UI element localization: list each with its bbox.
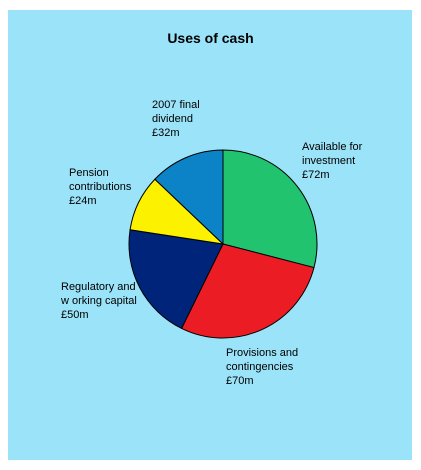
- label-line: dividend: [152, 113, 193, 125]
- label-line: £50m: [61, 309, 89, 321]
- label-line: Regulatory and: [61, 281, 136, 293]
- slice-label-pension-contributions: Pension contributions £24m: [69, 166, 131, 208]
- label-line: Available for: [302, 141, 363, 153]
- label-line: £70m: [226, 375, 254, 387]
- label-line: w orking capital: [61, 295, 137, 307]
- pie-slice-1: [180, 243, 315, 339]
- slice-label-regulatory-and-working-capital: Regulatory and w orking capital £50m: [61, 280, 137, 322]
- label-line: contributions: [69, 181, 132, 193]
- pie-slice-2: [128, 229, 224, 330]
- label-line: Provisions and: [226, 347, 299, 359]
- label-line: 2007 final: [152, 99, 200, 111]
- slice-label-available-for-investment: Available for investment £72m: [302, 140, 362, 182]
- slice-label-provisions-and-contingencies: Provisions and contingencies £70m: [226, 346, 298, 388]
- label-line: Pension: [69, 167, 109, 179]
- label-line: £72m: [302, 169, 330, 181]
- label-line: contingencies: [226, 361, 294, 373]
- chart-title: Uses of cash: [167, 30, 254, 46]
- label-line: £32m: [152, 127, 180, 139]
- label-line: investment: [302, 155, 356, 167]
- pie-slice-4: [154, 149, 224, 246]
- slice-label-2007-final-dividend: 2007 final dividend £32m: [152, 98, 200, 140]
- pie-slice-0: [222, 149, 318, 269]
- label-line: £24m: [69, 195, 97, 207]
